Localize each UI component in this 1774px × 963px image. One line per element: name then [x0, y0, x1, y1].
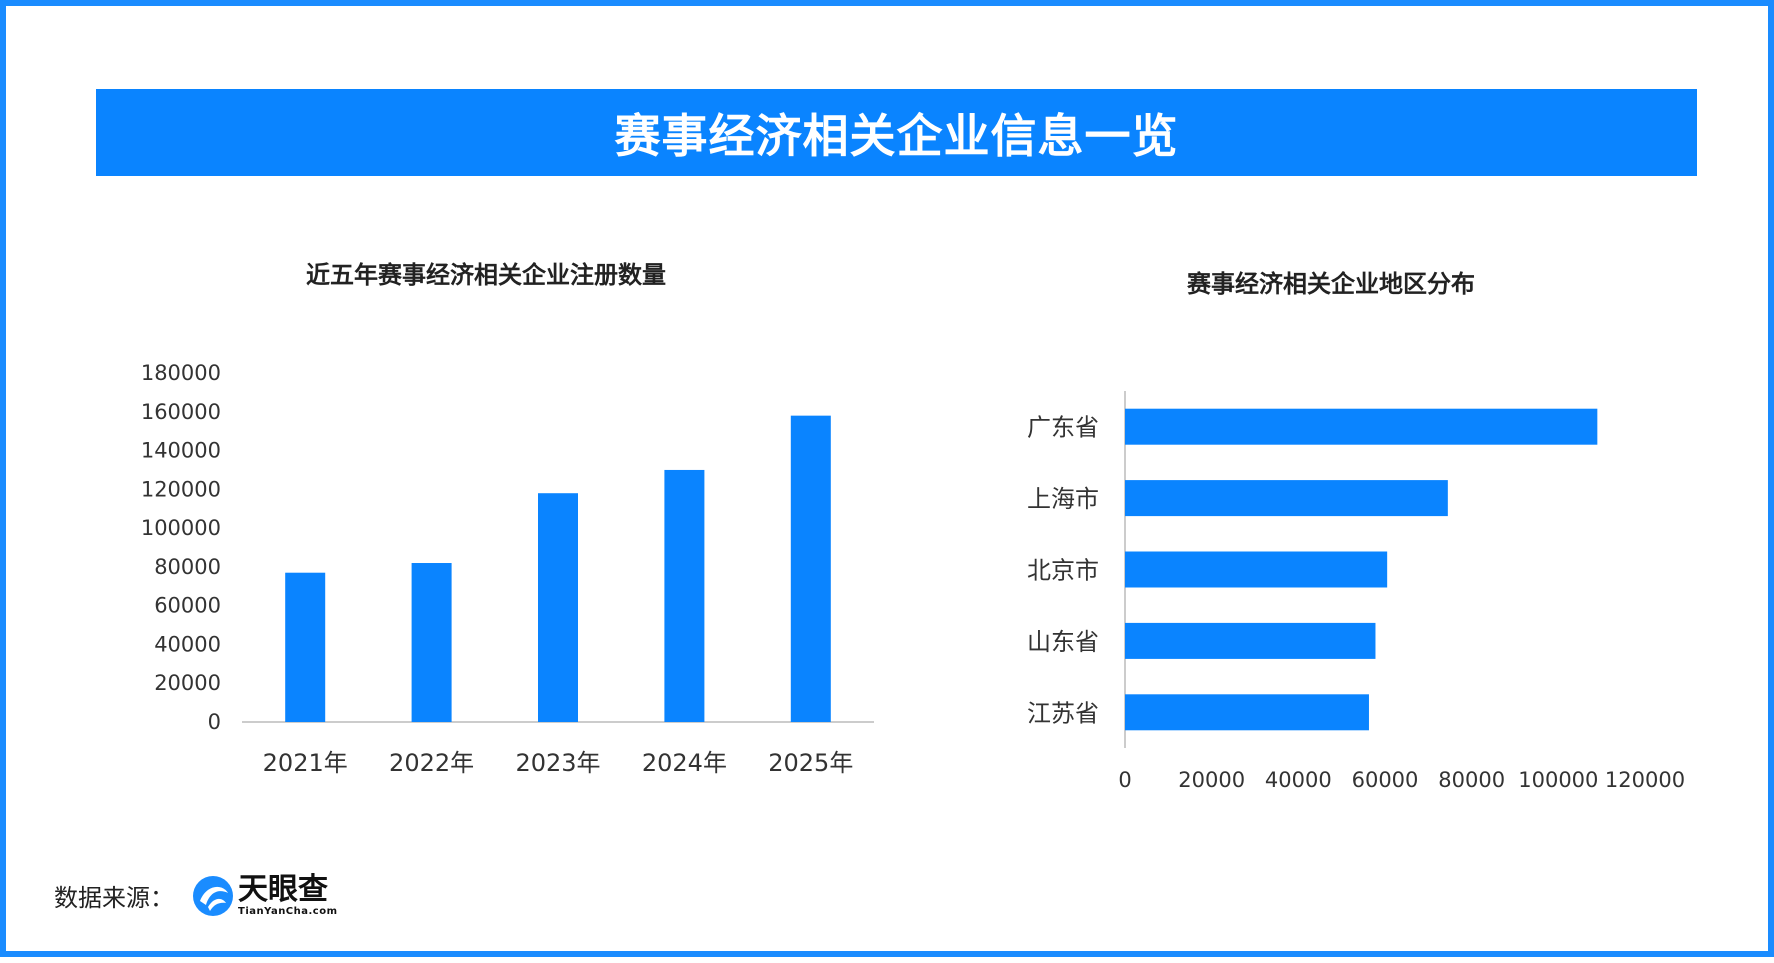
- chart1-y-tick-label: 120000: [141, 477, 221, 501]
- chart2-y-tick-label: 北京市: [1027, 557, 1099, 585]
- chart2-x-tick-label: 100000: [1518, 768, 1598, 792]
- chart1-y-tick-label: 160000: [141, 400, 221, 424]
- chart1-x-tick-label: 2025年: [768, 749, 853, 777]
- chart1-y-tick-label: 140000: [141, 439, 221, 463]
- chart2-y-tick-label: 广东省: [1027, 414, 1099, 442]
- chart1-x-tick-label: 2023年: [515, 749, 600, 777]
- chart2-x-tick-label: 60000: [1352, 768, 1419, 792]
- chart2-x-tick-label: 0: [1118, 768, 1131, 792]
- chart1-y-tick-label: 0: [208, 710, 221, 734]
- chart1-bar: [538, 493, 578, 722]
- chart2-x-tick-label: 120000: [1605, 768, 1685, 792]
- chart1-bar: [285, 572, 326, 722]
- chart1-x-tick-label: 2022年: [389, 749, 474, 777]
- chart1-title: 近五年赛事经济相关企业注册数量: [306, 261, 666, 289]
- source-label: 数据来源：: [54, 884, 174, 912]
- logo-en-text: TianYanCha.com: [238, 906, 338, 917]
- chart2-bar: [1125, 551, 1388, 588]
- source-footer: 数据来源： 天眼查 TianYanCha.com: [54, 874, 338, 918]
- chart2-bar: [1125, 694, 1369, 731]
- chart1-bar: [790, 415, 831, 722]
- chart2-title: 赛事经济相关企业地区分布: [1186, 270, 1475, 298]
- chart2-x-tick-label: 20000: [1178, 768, 1245, 792]
- chart1-y-tick-label: 40000: [154, 632, 221, 656]
- chart2-y-tick-label: 上海市: [1027, 485, 1099, 513]
- chart2-bar: [1125, 480, 1448, 517]
- chart1-x-tick-label: 2024年: [642, 749, 727, 777]
- chart1-y-tick-label: 20000: [154, 671, 221, 695]
- chart2-y-tick-label: 山东省: [1027, 628, 1099, 656]
- chart1-y-tick-label: 180000: [141, 361, 221, 385]
- chart2-y-tick-label: 江苏省: [1027, 699, 1099, 727]
- chart1-bar: [411, 563, 452, 722]
- tianyancha-logo: 天眼查 TianYanCha.com: [192, 874, 338, 917]
- chart2-x-tick-label: 40000: [1265, 768, 1332, 792]
- chart1-y-tick-label: 60000: [154, 594, 221, 618]
- chart1-y-tick-label: 100000: [141, 516, 221, 540]
- chart2-x-tick-label: 80000: [1438, 768, 1505, 792]
- title-banner: 赛事经济相关企业信息一览: [96, 89, 1697, 176]
- logo-cn-text: 天眼查: [238, 872, 328, 907]
- chart1-y-tick-label: 80000: [154, 555, 221, 579]
- chart2-bar: [1125, 622, 1376, 659]
- chart2-bar: [1125, 408, 1598, 445]
- chart1-bar: [664, 469, 705, 722]
- tianyancha-logo-icon: [193, 875, 233, 916]
- page-title: 赛事经济相关企业信息一览: [614, 108, 1179, 163]
- chart1-x-tick-label: 2021年: [263, 749, 348, 777]
- registration-count-chart: 近五年赛事经济相关企业注册数量 0 20000 40000 60000 80000 1000…: [141, 261, 1685, 792]
